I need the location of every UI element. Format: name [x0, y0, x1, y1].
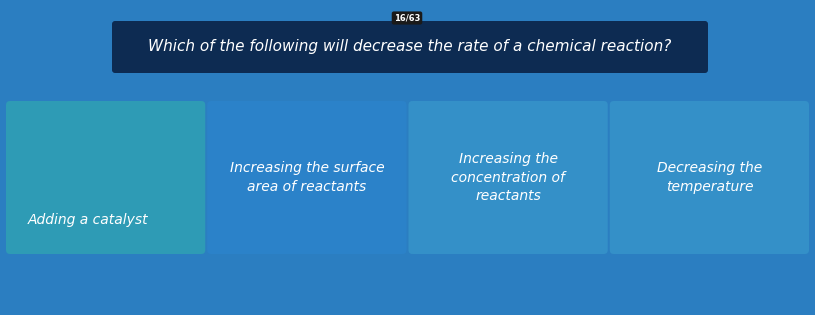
FancyBboxPatch shape	[610, 101, 809, 254]
Text: 16/63: 16/63	[394, 14, 421, 22]
Text: Which of the following will decrease the rate of a chemical reaction?: Which of the following will decrease the…	[148, 39, 672, 54]
FancyBboxPatch shape	[207, 101, 407, 254]
Text: Adding a catalyst: Adding a catalyst	[28, 213, 148, 227]
Text: Decreasing the
temperature: Decreasing the temperature	[657, 161, 762, 194]
Text: Increasing the
concentration of
reactants: Increasing the concentration of reactant…	[452, 152, 565, 203]
FancyBboxPatch shape	[408, 101, 608, 254]
Text: Increasing the surface
area of reactants: Increasing the surface area of reactants	[230, 161, 384, 194]
FancyBboxPatch shape	[6, 101, 205, 254]
FancyBboxPatch shape	[112, 21, 708, 73]
